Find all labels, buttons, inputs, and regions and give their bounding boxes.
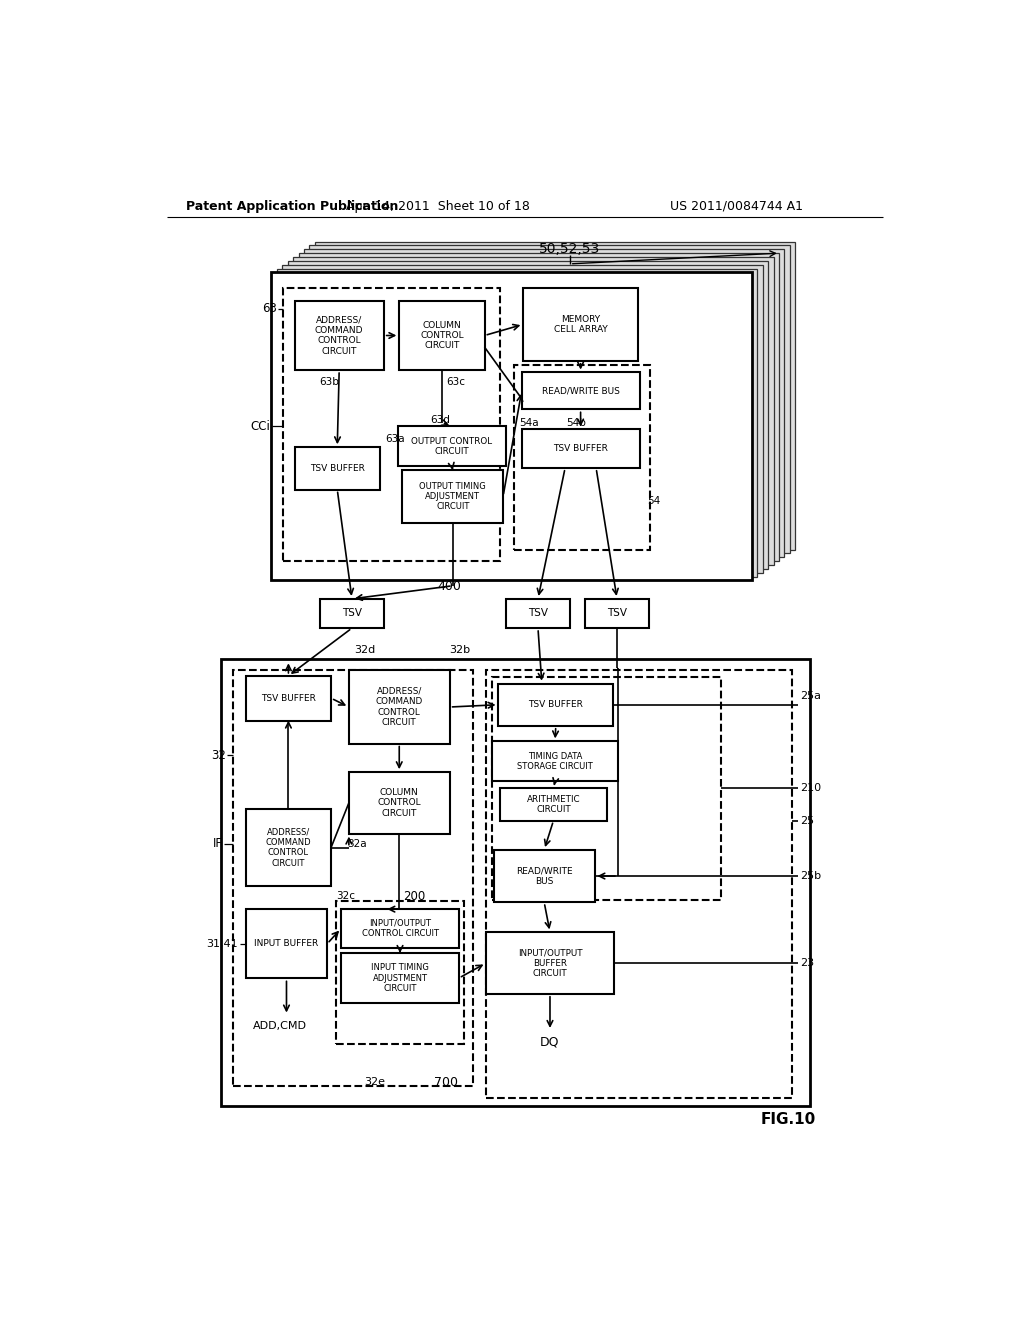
Text: TSV: TSV [528, 609, 548, 619]
Text: CCi: CCi [251, 420, 270, 433]
Bar [586, 599, 649, 628]
Text: COLUMN
CONTROL
CIRCUIT: COLUMN CONTROL CIRCUIT [378, 788, 421, 818]
Bar [506, 599, 569, 628]
Text: FIG.10: FIG.10 [761, 1111, 816, 1127]
Text: READ/WRITE BUS: READ/WRITE BUS [542, 387, 620, 396]
Bar [486, 932, 614, 994]
Bar [349, 772, 450, 834]
Text: 31,41: 31,41 [207, 939, 238, 949]
Text: 63d: 63d [430, 416, 451, 425]
Bar [232, 671, 473, 1086]
Text: 63: 63 [262, 302, 276, 315]
Bar [293, 257, 773, 565]
Bar [499, 684, 613, 726]
Bar [349, 671, 450, 743]
Text: 54a: 54a [519, 418, 540, 428]
Bar [246, 676, 331, 721]
Text: 32d: 32d [353, 644, 375, 655]
Bar [493, 742, 617, 781]
Text: INPUT BUFFER: INPUT BUFFER [254, 940, 318, 948]
Text: 63b: 63b [319, 376, 339, 387]
Text: MEMORY
CELL ARRAY: MEMORY CELL ARRAY [554, 314, 607, 334]
Text: 32e: 32e [364, 1077, 385, 1088]
Bar [295, 447, 380, 490]
Bar [276, 268, 758, 577]
Text: ADD,CMD: ADD,CMD [253, 1022, 307, 1031]
Text: 400: 400 [437, 579, 462, 593]
Text: INPUT TIMING
ADJUSTMENT
CIRCUIT: INPUT TIMING ADJUSTMENT CIRCUIT [371, 964, 429, 993]
Bar [500, 788, 607, 821]
Bar [402, 470, 503, 523]
Text: TSV: TSV [342, 609, 361, 619]
Text: TSV BUFFER: TSV BUFFER [261, 694, 315, 702]
Text: 32: 32 [211, 748, 225, 762]
Text: ADDRESS/
COMMAND
CONTROL
CIRCUIT: ADDRESS/ COMMAND CONTROL CIRCUIT [315, 315, 364, 355]
Bar [246, 809, 331, 886]
Text: 54b: 54b [566, 418, 586, 428]
Text: Apr. 14, 2011  Sheet 10 of 18: Apr. 14, 2011 Sheet 10 of 18 [346, 199, 530, 213]
Bar [336, 902, 464, 1044]
Text: INPUT/OUTPUT
CONTROL CIRCUIT: INPUT/OUTPUT CONTROL CIRCUIT [361, 919, 438, 939]
Bar [521, 429, 640, 469]
Text: DQ: DQ [541, 1035, 560, 1048]
Text: TIMING DATA
STORAGE CIRCUIT: TIMING DATA STORAGE CIRCUIT [517, 751, 593, 771]
Bar [486, 671, 793, 1098]
Text: OUTPUT CONTROL
CIRCUIT: OUTPUT CONTROL CIRCUIT [412, 437, 493, 457]
Bar [288, 261, 768, 569]
Text: OUTPUT TIMING
ADJUSTMENT
CIRCUIT: OUTPUT TIMING ADJUSTMENT CIRCUIT [420, 482, 486, 511]
Bar [314, 242, 796, 549]
Bar [246, 909, 328, 978]
Text: READ/WRITE
BUS: READ/WRITE BUS [516, 866, 572, 886]
Bar [493, 677, 721, 900]
Text: 200: 200 [403, 890, 425, 903]
Text: IF: IF [213, 837, 222, 850]
Text: TSV: TSV [607, 609, 627, 619]
Text: TSV BUFFER: TSV BUFFER [528, 700, 584, 709]
Bar [523, 288, 638, 360]
Bar [514, 364, 649, 549]
Text: ARITHMETIC
CIRCUIT: ARITHMETIC CIRCUIT [526, 795, 581, 814]
Bar [521, 372, 640, 409]
Text: 63c: 63c [446, 376, 465, 387]
Text: 23: 23 [800, 958, 814, 968]
Text: 32a: 32a [347, 838, 367, 849]
Text: TSV BUFFER: TSV BUFFER [310, 463, 365, 473]
Text: 25a: 25a [800, 690, 821, 701]
Bar [283, 288, 500, 561]
Text: ADDRESS/
COMMAND
CONTROL
CIRCUIT: ADDRESS/ COMMAND CONTROL CIRCUIT [265, 828, 311, 867]
Text: 54: 54 [647, 496, 660, 506]
Bar [399, 301, 484, 370]
Text: 50,52,53: 50,52,53 [539, 243, 600, 256]
Bar [299, 253, 779, 561]
Bar [221, 659, 810, 1106]
Bar [494, 850, 595, 903]
Bar [295, 301, 384, 370]
Bar [304, 249, 784, 557]
Bar [341, 953, 459, 1003]
Text: 63a: 63a [386, 434, 406, 445]
Bar [271, 272, 752, 581]
Text: 32b: 32b [450, 644, 470, 655]
Bar [309, 246, 790, 553]
Bar [341, 909, 459, 948]
Text: 32c: 32c [336, 891, 354, 902]
Text: INPUT/OUTPUT
BUFFER
CIRCUIT: INPUT/OUTPUT BUFFER CIRCUIT [518, 948, 583, 978]
Text: Patent Application Publication: Patent Application Publication [186, 199, 398, 213]
Text: ADDRESS/
COMMAND
CONTROL
CIRCUIT: ADDRESS/ COMMAND CONTROL CIRCUIT [376, 686, 423, 727]
Text: 25: 25 [800, 816, 814, 825]
Text: US 2011/0084744 A1: US 2011/0084744 A1 [671, 199, 804, 213]
Bar [321, 599, 384, 628]
Text: COLUMN
CONTROL
CIRCUIT: COLUMN CONTROL CIRCUIT [420, 321, 464, 350]
Bar [397, 426, 506, 466]
Text: 700: 700 [434, 1076, 458, 1089]
Text: TSV BUFFER: TSV BUFFER [553, 445, 608, 453]
Bar [283, 264, 763, 573]
Text: 25b: 25b [800, 871, 821, 880]
Text: 210: 210 [800, 783, 821, 793]
